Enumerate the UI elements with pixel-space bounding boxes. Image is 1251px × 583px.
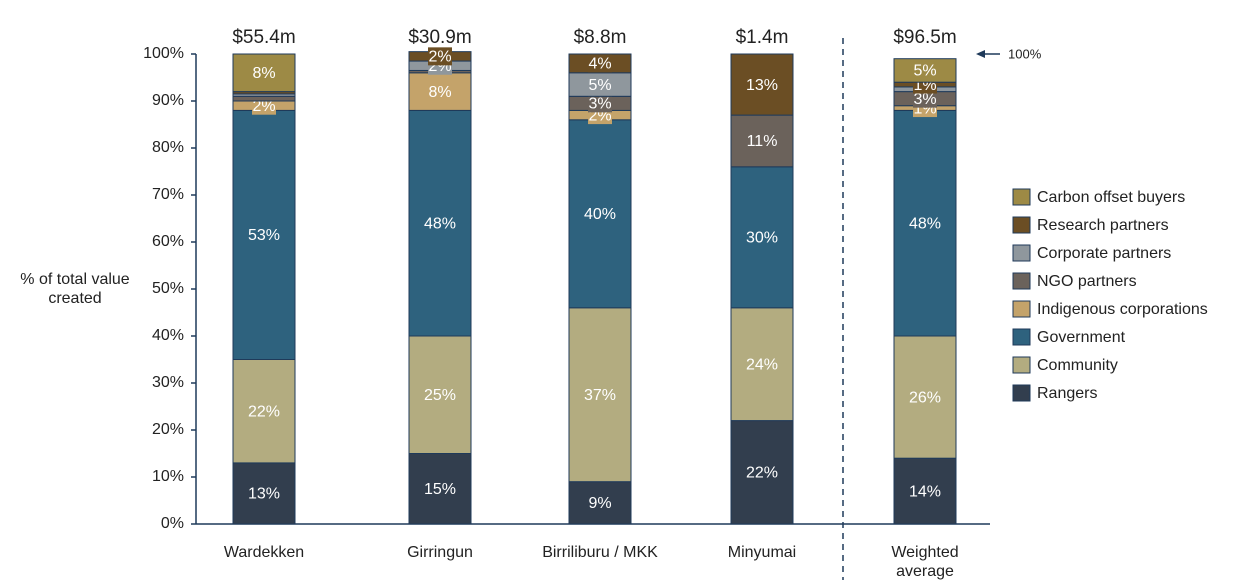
bar-segment bbox=[408, 109, 472, 337]
bar-total: $96.5m bbox=[893, 27, 956, 48]
value-label: 5% bbox=[588, 77, 611, 94]
x-tick-label: Wardekken bbox=[223, 544, 305, 561]
label-box bbox=[913, 61, 937, 80]
legend-swatch bbox=[1012, 328, 1031, 346]
bar-segment bbox=[730, 114, 794, 168]
bar-segment bbox=[408, 453, 472, 525]
legend-swatch bbox=[1012, 188, 1031, 206]
bar-segment bbox=[893, 109, 957, 337]
bar-segment bbox=[232, 95, 296, 102]
bar-segment bbox=[730, 166, 794, 309]
value-label: 15% bbox=[424, 481, 456, 498]
legend-swatch bbox=[1012, 300, 1031, 318]
legend-label: Government bbox=[1037, 329, 1126, 346]
legend-label: Rangers bbox=[1037, 385, 1097, 402]
legend-swatch bbox=[1012, 272, 1031, 290]
y-tick-label: 90% bbox=[152, 92, 184, 109]
value-label: 13% bbox=[248, 486, 280, 503]
y-tick-label: 40% bbox=[152, 327, 184, 344]
value-label: 8% bbox=[252, 65, 275, 82]
value-label: 3% bbox=[588, 96, 611, 113]
y-tick-label: 80% bbox=[152, 139, 184, 156]
label-box bbox=[588, 54, 612, 73]
legend-swatch bbox=[1012, 356, 1031, 374]
bar-segment bbox=[730, 307, 794, 422]
y-tick-label: 0% bbox=[161, 515, 184, 532]
x-tick-label: Girringun bbox=[407, 544, 473, 561]
bar-segment bbox=[408, 335, 472, 454]
value-label: 3% bbox=[913, 91, 936, 108]
y-tick-label: 30% bbox=[152, 374, 184, 391]
label-box bbox=[428, 47, 452, 66]
value-label: 37% bbox=[584, 387, 616, 404]
label-box bbox=[913, 89, 937, 108]
value-label: 22% bbox=[746, 465, 778, 482]
bar-segment bbox=[893, 457, 957, 525]
value-label: 40% bbox=[584, 206, 616, 223]
label-box bbox=[588, 75, 612, 94]
value-label: 25% bbox=[424, 387, 456, 404]
bar-total: $1.4m bbox=[736, 27, 789, 48]
annotation: 100% bbox=[1008, 46, 1042, 61]
legend-label: Carbon offset buyers bbox=[1037, 189, 1185, 206]
value-label: 26% bbox=[909, 389, 941, 406]
value-label: 13% bbox=[746, 77, 778, 94]
x-tick-label: Minyumai bbox=[727, 544, 797, 561]
value-label: 30% bbox=[746, 230, 778, 247]
value-label: 9% bbox=[588, 495, 611, 512]
label-box bbox=[588, 94, 612, 113]
bar-segment bbox=[568, 307, 632, 483]
bar-segment bbox=[232, 53, 296, 93]
bar-total: $8.8m bbox=[574, 27, 627, 48]
legend-swatch bbox=[1012, 384, 1031, 402]
legend-label: Community bbox=[1037, 357, 1118, 374]
legend-label: Corporate partners bbox=[1037, 245, 1171, 262]
x-tick-label: Weighted average bbox=[891, 544, 959, 580]
value-label: 5% bbox=[913, 63, 936, 80]
y-tick-label: 60% bbox=[152, 233, 184, 250]
value-label: 14% bbox=[909, 483, 941, 500]
bar-segment bbox=[568, 481, 632, 525]
y-tick-label: 50% bbox=[152, 280, 184, 297]
annotation-arrowhead bbox=[976, 50, 985, 58]
value-label: 2% bbox=[252, 98, 275, 115]
value-label: 53% bbox=[248, 227, 280, 244]
y-tick-label: 100% bbox=[143, 45, 184, 62]
y-axis-label: % of total value created bbox=[20, 271, 130, 307]
value-label: 48% bbox=[909, 215, 941, 232]
value-label: 2% bbox=[428, 49, 451, 66]
legend-swatch bbox=[1012, 244, 1031, 262]
value-label: 48% bbox=[424, 215, 456, 232]
bar-total: $30.9m bbox=[408, 27, 471, 48]
value-label: 8% bbox=[428, 84, 451, 101]
value-label: 4% bbox=[588, 56, 611, 73]
y-tick-label: 10% bbox=[152, 468, 184, 485]
value-label: 11% bbox=[747, 133, 778, 150]
bar-segment bbox=[893, 335, 957, 459]
bar-segment bbox=[568, 119, 632, 309]
value-label: 22% bbox=[248, 403, 280, 420]
y-tick-label: 70% bbox=[152, 186, 184, 203]
bar-total: $55.4m bbox=[232, 27, 295, 48]
legend-label: Indigenous corporations bbox=[1037, 301, 1208, 318]
y-tick-label: 20% bbox=[152, 421, 184, 438]
bar-segment bbox=[730, 420, 794, 525]
legend-swatch bbox=[1012, 216, 1031, 234]
x-tick-label: Birriliburu / MKK bbox=[542, 544, 658, 561]
bar-segment bbox=[730, 53, 794, 116]
legend-label: Research partners bbox=[1037, 217, 1169, 234]
legend-label: NGO partners bbox=[1037, 273, 1137, 290]
value-label: 24% bbox=[746, 356, 778, 373]
